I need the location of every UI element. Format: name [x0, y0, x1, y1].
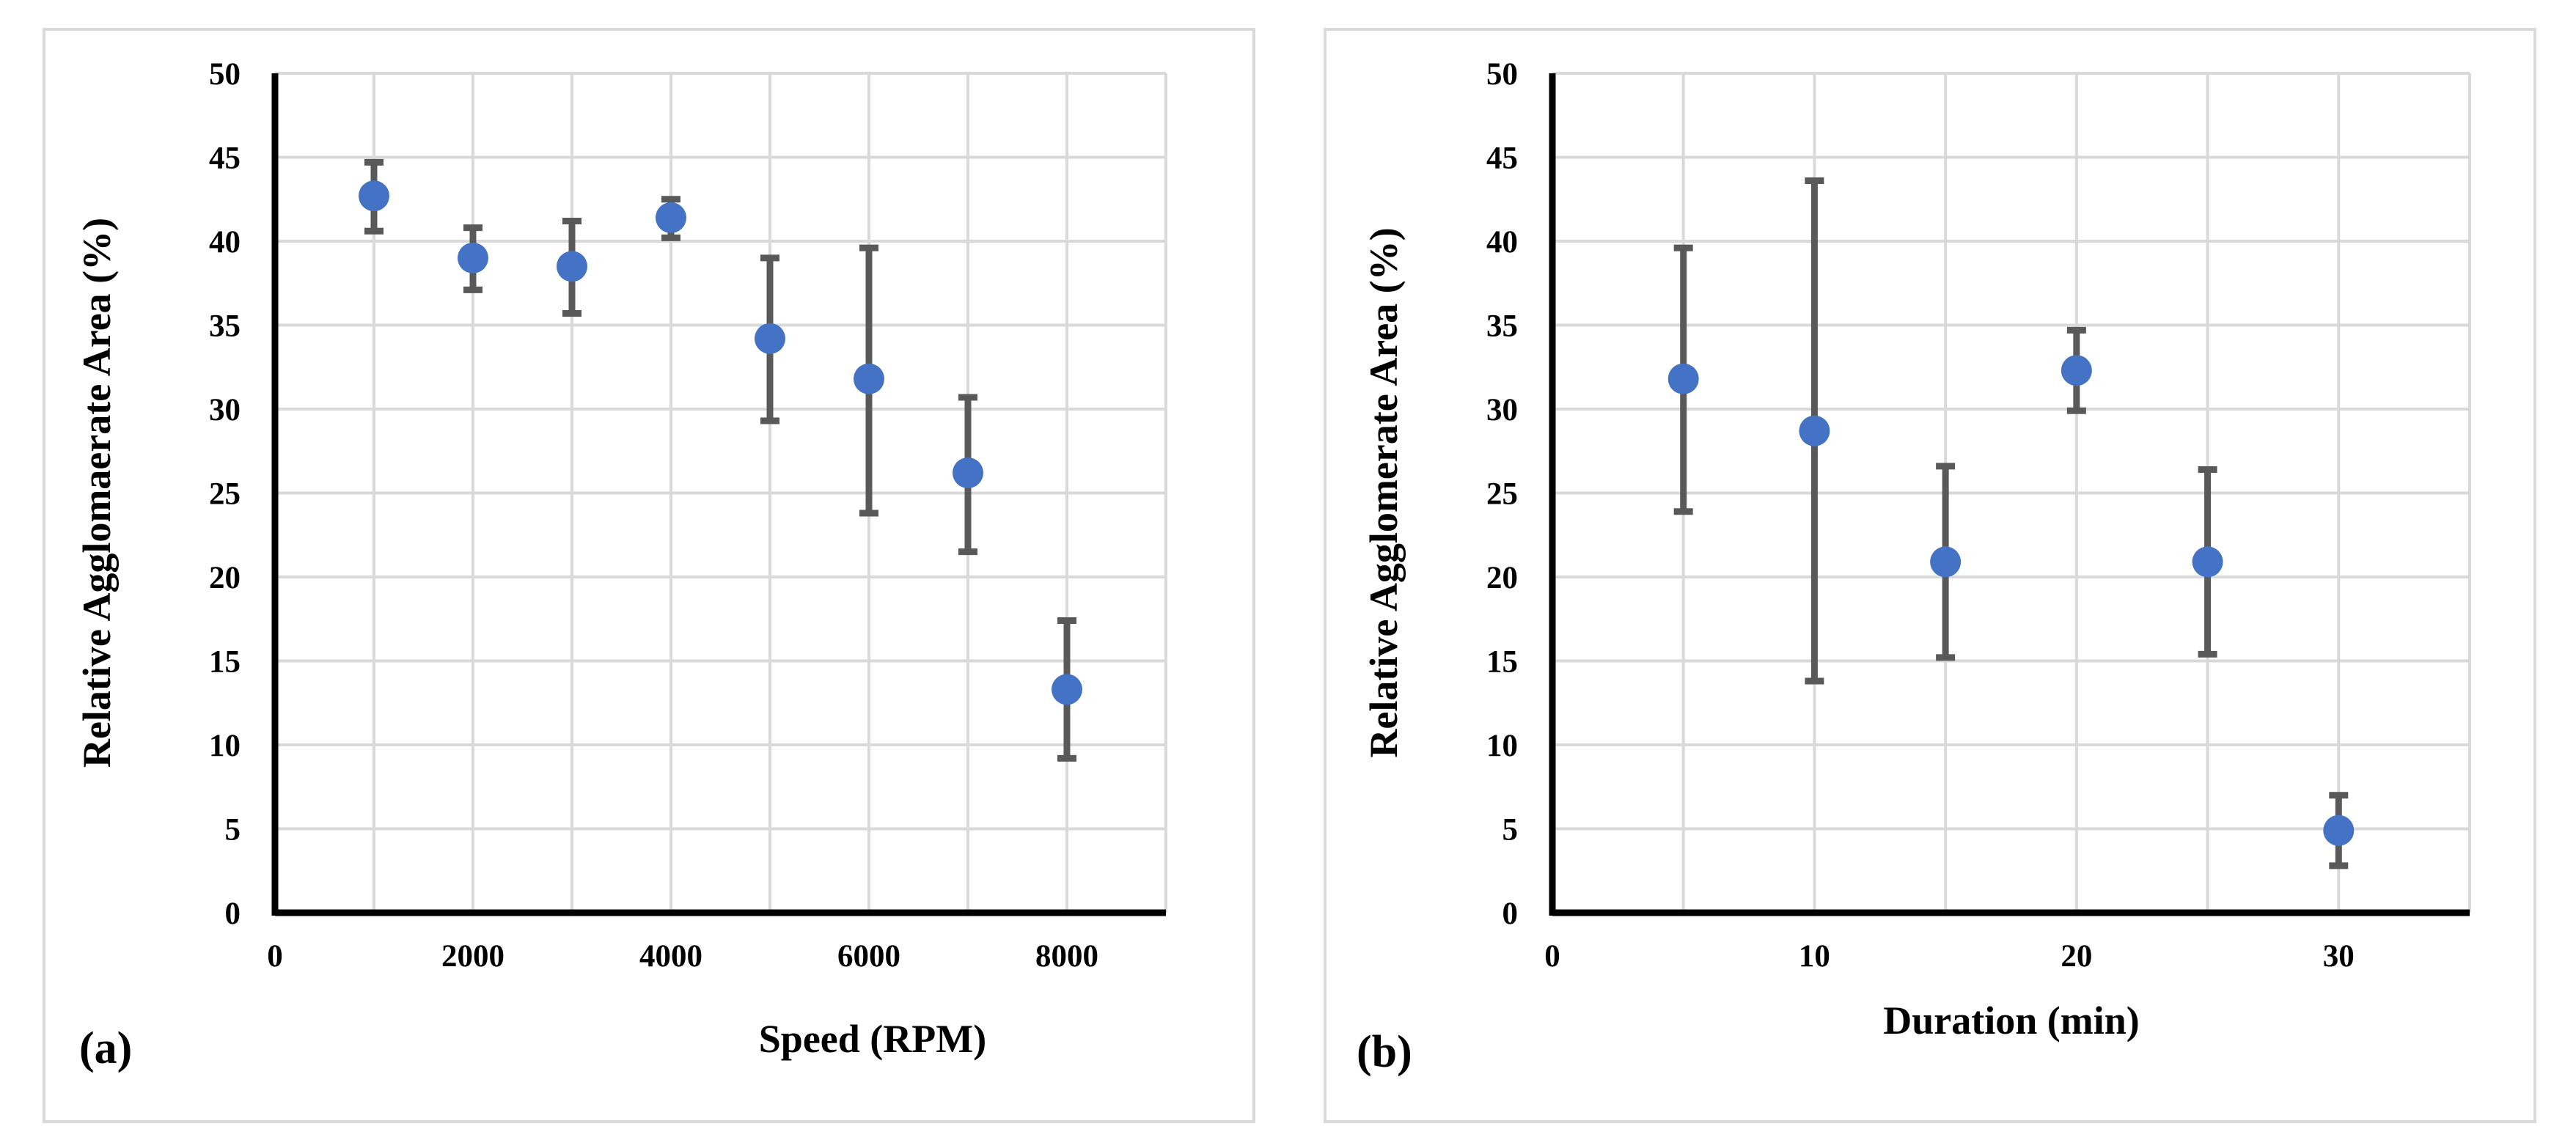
data-point: [557, 251, 587, 282]
y-tick-label: 10: [209, 729, 241, 763]
y-tick-label: 20: [209, 561, 241, 595]
chart-panel-a: 0 5 10 15 20 25 30 35 40 45 50 0 2000 4000 6000 8000 Spe…: [75, 57, 1167, 1073]
x-tick-label: 30: [2323, 939, 2355, 974]
x-tick-label: 0: [1544, 939, 1560, 974]
x-axis-label: Speed (RPM): [759, 1017, 986, 1061]
y-tick-label: 5: [225, 813, 241, 847]
data-point: [953, 457, 983, 489]
y-tick-label: 50: [1486, 57, 1518, 92]
data-point: [755, 323, 785, 354]
x-tick-label: 2000: [441, 939, 504, 974]
data-point: [359, 180, 389, 212]
x-tick-label: 4000: [639, 939, 702, 974]
panel-label: (b): [1357, 1027, 1412, 1077]
y-tick-label: 0: [1502, 897, 1519, 931]
y-tick-label: 10: [1486, 729, 1518, 763]
x-tick-label: 20: [2061, 939, 2092, 974]
data-point: [1052, 674, 1082, 705]
y-axis-label: Relative Agglomaerate Area (%): [75, 218, 119, 768]
x-tick-label: 10: [1799, 939, 1830, 974]
y-tick-label: 35: [1486, 309, 1518, 344]
y-tick-label: 0: [225, 897, 241, 931]
y-tick-label: 45: [209, 141, 241, 176]
data-point: [2323, 814, 2355, 846]
x-tick-label: 6000: [837, 939, 900, 974]
x-tick-label: 8000: [1035, 939, 1098, 974]
data-point: [2061, 355, 2092, 386]
x-axis-label: Duration (min): [1883, 999, 2140, 1042]
y-tick-label: 30: [209, 393, 241, 427]
y-tick-label: 25: [1486, 477, 1518, 512]
y-tick-label: 30: [1486, 393, 1518, 427]
data-point: [1930, 546, 1962, 578]
y-tick-label: 40: [209, 225, 241, 260]
data-point: [656, 202, 686, 233]
y-tick-label: 25: [209, 477, 241, 512]
y-tick-label: 5: [1502, 813, 1519, 847]
y-tick-label: 15: [209, 645, 241, 680]
y-tick-label: 50: [209, 57, 241, 92]
data-point: [1799, 415, 1830, 446]
data-point: [458, 242, 488, 273]
y-axis-label: Relative Agglomerate Area (%): [1362, 227, 1406, 757]
data-point: [1667, 363, 1699, 394]
x-tick-label: 0: [267, 939, 283, 974]
y-tick-label: 20: [1486, 561, 1518, 595]
panel-label: (a): [79, 1023, 132, 1073]
y-tick-label: 45: [1486, 141, 1518, 176]
data-point: [2192, 546, 2223, 578]
y-tick-label: 15: [1486, 645, 1518, 680]
y-tick-label: 40: [1486, 225, 1518, 260]
data-point: [854, 363, 884, 394]
y-tick-label: 35: [209, 309, 241, 344]
chart-panel-b: 0 5 10 15 20 25 30 35 40 45 50 0 10 20 30 Duration (min…: [1357, 57, 2471, 1077]
